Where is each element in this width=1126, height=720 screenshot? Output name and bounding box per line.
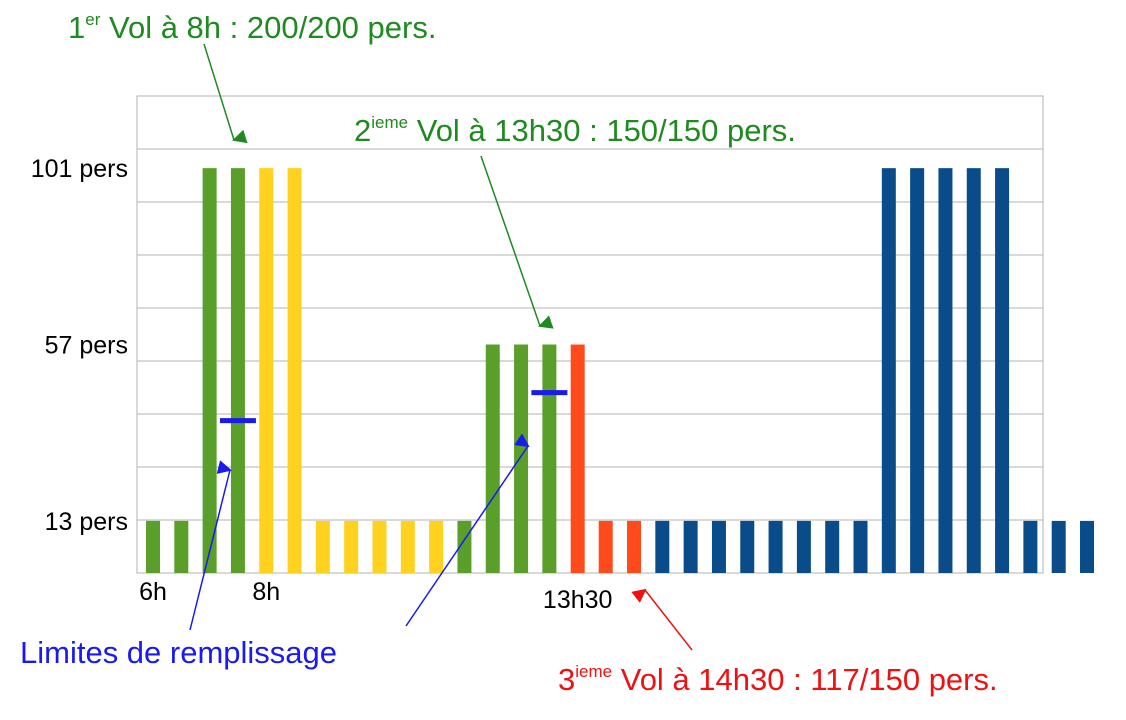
bar-bleu (768, 520, 783, 573)
bar-vol2 (485, 344, 500, 573)
arrow-vol3 (631, 588, 693, 651)
arrow-limit-2 (405, 433, 530, 627)
y-tick-label: 57 pers (45, 332, 128, 360)
x-tick-label: 6h (139, 578, 167, 606)
bar-bleu (995, 168, 1010, 574)
bar-vol1 (174, 520, 189, 573)
arrow-vol2 (480, 155, 554, 329)
annotation-limits: Limites de remplissage (20, 635, 337, 670)
bar-jaune (315, 520, 330, 573)
bar-bleu (966, 168, 981, 574)
bar-bleu (740, 520, 755, 573)
bar-jaune (344, 520, 359, 573)
fill-limit-marks (219, 390, 568, 424)
y-axis-labels: 101 pers 57 pers 13 pers (31, 155, 128, 536)
annotation-vol2-num: 2 (354, 113, 371, 148)
annotation-vol1-sup: er (85, 10, 100, 29)
bar-jaune (372, 520, 387, 573)
bar-vol2 (542, 344, 557, 573)
bar-bleu (1080, 520, 1095, 573)
bar-vol2 (514, 344, 529, 573)
annotation-vol2-text: Vol à 13h30 : 150/150 pers. (408, 113, 796, 148)
x-axis-labels: 6h 8h 13h30 (139, 578, 612, 614)
plot-frame (136, 95, 1044, 574)
bar-bleu (1023, 520, 1038, 573)
bar-jaune (259, 168, 274, 574)
bar-bleu (1051, 520, 1066, 573)
x-tick-label: 13h30 (543, 586, 613, 614)
bar-vol3 (598, 520, 613, 573)
bar-vol1 (202, 168, 217, 574)
bar-jaune (429, 520, 444, 573)
arrow-vol1 (203, 43, 248, 144)
bar-bleu (683, 520, 698, 573)
bar-bleu (711, 520, 726, 573)
annotation-vol1-text: Vol à 8h : 200/200 pers. (100, 10, 436, 45)
annotation-vol3: 3ieme Vol à 14h30 : 117/150 pers. (558, 662, 998, 697)
bar-bleu (881, 168, 896, 574)
annotation-vol3-text: Vol à 14h30 : 117/150 pers. (612, 662, 998, 697)
annotation-vol2: 2ieme Vol à 13h30 : 150/150 pers. (354, 113, 796, 148)
bar-bleu (853, 520, 868, 573)
bar-bleu (910, 168, 925, 574)
annotation-vol2-sup: ieme (371, 113, 408, 132)
bar-bleu (655, 520, 670, 573)
bar-jaune (400, 520, 415, 573)
bar-jaune (287, 168, 302, 574)
annotation-vol3-num: 3 (558, 662, 575, 697)
arrow-limit-1 (189, 460, 232, 631)
y-tick-label: 101 pers (31, 155, 128, 183)
bar-vol3 (570, 344, 585, 573)
annotation-vol1-num: 1 (68, 10, 85, 45)
y-tick-label: 13 pers (45, 508, 128, 536)
bar-bleu (796, 520, 811, 573)
annotation-vol3-sup: ieme (575, 662, 612, 681)
bar-vol1 (146, 520, 160, 573)
x-tick-label: 8h (252, 578, 280, 606)
bars (146, 168, 1095, 574)
bar-vol3 (627, 520, 642, 573)
bar-bleu (825, 520, 840, 573)
bar-vol1 (230, 168, 245, 574)
bar-bleu (938, 168, 953, 574)
annotation-vol1: 1er Vol à 8h : 200/200 pers. (68, 10, 436, 45)
